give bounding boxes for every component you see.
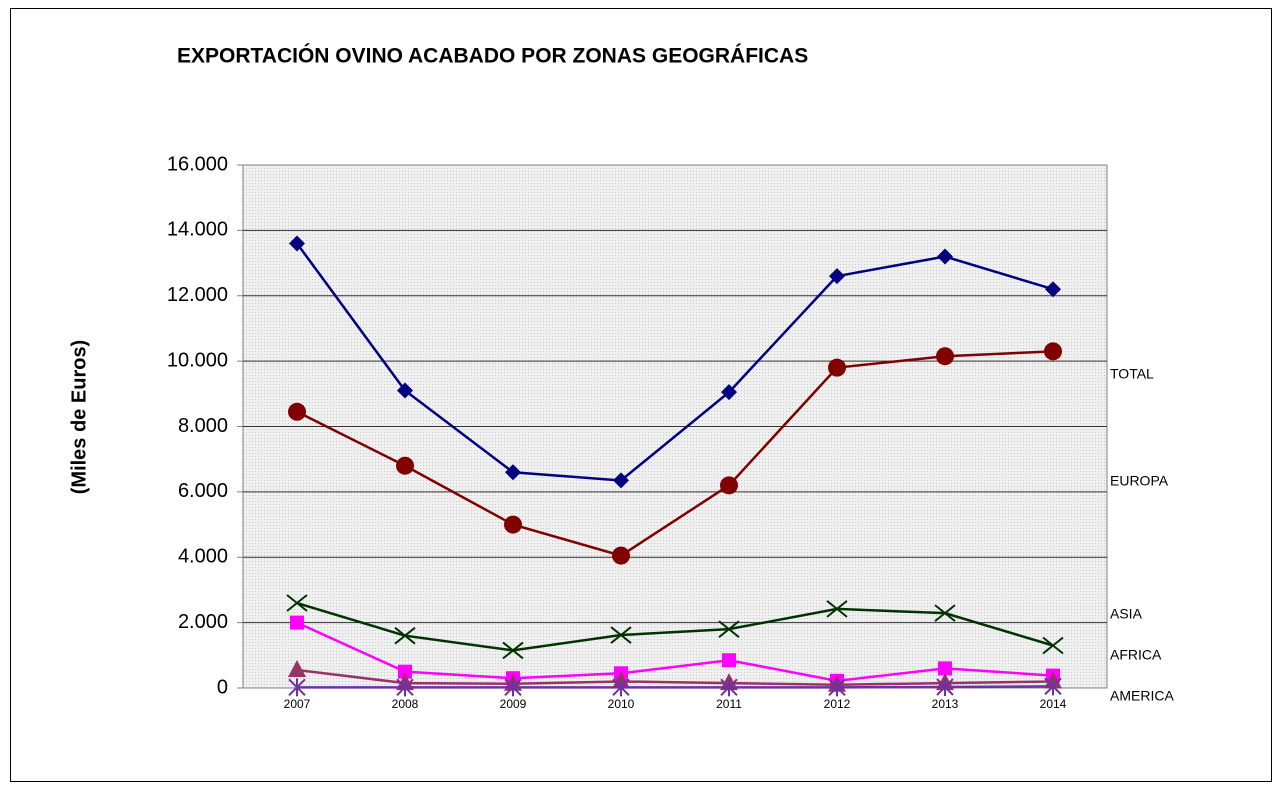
marker [1045, 281, 1061, 298]
marker [829, 268, 845, 285]
x-tick-label: 2013 [932, 697, 959, 711]
y-tick-label: 6.000 [178, 480, 228, 502]
x-tick-label: 2007 [284, 697, 311, 711]
marker [396, 678, 414, 697]
marker [721, 384, 737, 401]
series-line [297, 685, 1054, 689]
series-label: EUROPA [1110, 473, 1169, 489]
chart-title: EXPORTACIÓN OVINO ACABADO POR ZONAS GEOG… [177, 44, 808, 68]
y-tick-label: 12.000 [167, 284, 228, 306]
marker [612, 546, 630, 565]
marker [720, 476, 738, 495]
x-tick-label: 2009 [500, 697, 527, 711]
series-line [296, 350, 1054, 557]
marker [394, 626, 416, 645]
x-tick-label: 2011 [716, 697, 742, 711]
marker [290, 615, 304, 630]
marker [504, 515, 522, 534]
marker [397, 382, 413, 399]
series-line [296, 668, 1054, 686]
marker [938, 661, 952, 676]
marker [828, 358, 846, 377]
y-tick-label: 8.000 [178, 415, 228, 437]
series-label: ASIA [1110, 606, 1143, 622]
marker [934, 604, 956, 622]
marker [288, 660, 306, 678]
marker [505, 464, 521, 481]
series-line [296, 601, 1054, 652]
marker [1044, 342, 1062, 361]
marker [288, 678, 306, 697]
x-tick-label: 2008 [392, 697, 419, 711]
marker [826, 600, 848, 618]
y-tick-label: 0 [217, 676, 228, 698]
y-tick-label: 14.000 [167, 219, 228, 241]
marker [1044, 677, 1062, 696]
marker [396, 456, 414, 475]
marker [288, 402, 306, 421]
x-tick-label: 2010 [608, 697, 635, 711]
marker [289, 235, 305, 252]
series-label: AFRICA [1110, 647, 1162, 663]
marker [610, 626, 632, 644]
y-tick-label: 2.000 [178, 611, 228, 633]
marker [612, 678, 630, 697]
x-tick-label: 2014 [1040, 697, 1067, 711]
marker [718, 620, 740, 638]
marker [936, 678, 954, 697]
series-line [296, 621, 1054, 683]
marker [502, 641, 524, 660]
marker [722, 653, 736, 668]
x-tick-label: 2012 [824, 697, 851, 711]
y-axis-label: (Miles de Euros) [68, 340, 90, 494]
marker [1042, 636, 1064, 655]
y-tick-label: 4.000 [178, 546, 228, 568]
y-tick-label: 10.000 [167, 349, 228, 371]
series-line [295, 242, 1054, 482]
marker [504, 678, 522, 697]
marker [936, 347, 954, 366]
series-label: AMERICA [1110, 688, 1174, 704]
marker [828, 678, 846, 697]
marker [286, 594, 308, 612]
marker [613, 472, 629, 489]
marker [398, 664, 412, 679]
y-tick-label: 16.000 [167, 153, 228, 175]
marker [937, 248, 953, 265]
marker [720, 678, 738, 697]
series-label: TOTAL [1110, 366, 1154, 382]
